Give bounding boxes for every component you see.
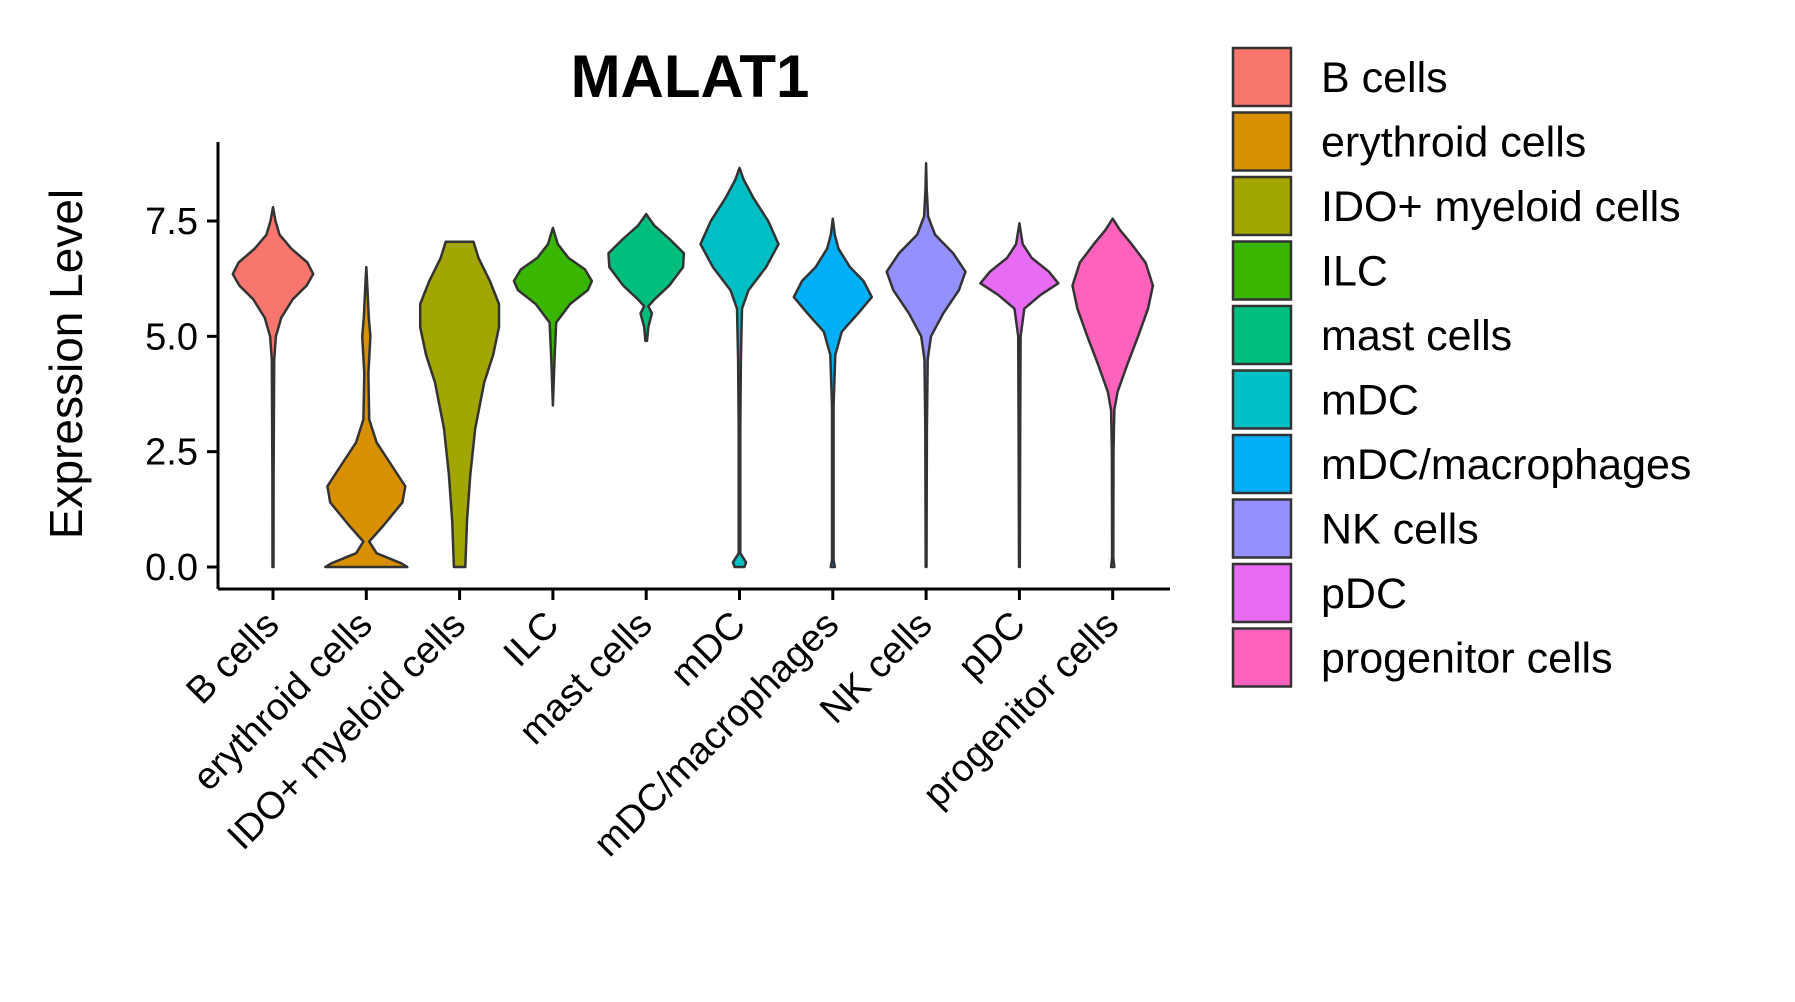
violin-pdc — [979, 222, 1060, 569]
violin-ido-myeloid-cells — [418, 240, 501, 569]
violin-b-cells — [231, 205, 315, 569]
legend-label: mDC — [1321, 377, 1419, 425]
legend-label: pDC — [1321, 570, 1407, 618]
violin-mdc-macrophages — [792, 217, 874, 569]
legend-label: mDC/macrophages — [1321, 441, 1691, 489]
y-axis-label: Expression Level — [40, 189, 92, 539]
legend-swatch — [1231, 240, 1293, 301]
legend-swatch — [1231, 433, 1293, 495]
y-tick-label: 2.5 — [145, 432, 198, 474]
legend-swatch — [1231, 369, 1293, 430]
legend-swatch — [1231, 111, 1293, 172]
violin-group — [231, 162, 1155, 569]
x-tick-label: pDC — [950, 604, 1033, 687]
legend-swatch — [1231, 304, 1293, 366]
legend-label: B cells — [1321, 54, 1448, 102]
violin-nk-cells — [885, 162, 967, 569]
y-tick-label: 7.5 — [145, 201, 198, 243]
legend-swatch — [1231, 562, 1293, 624]
legend-label: NK cells — [1321, 506, 1479, 554]
legend-swatch — [1231, 46, 1293, 108]
y-tick-label: 5.0 — [145, 316, 198, 358]
legend: B cells erythroid cells IDO+ myeloid cells… — [1231, 46, 1691, 688]
legend-swatch — [1231, 498, 1293, 559]
legend-label: ILC — [1321, 248, 1388, 296]
legend-label: erythroid cells — [1321, 119, 1586, 167]
legend-swatch — [1231, 175, 1293, 237]
violin-erythroid-cells — [324, 265, 409, 569]
y-tick-label: 0.0 — [145, 547, 198, 589]
chart-title: MALAT1 — [571, 43, 810, 110]
violin-mdc — [699, 166, 780, 569]
violin-ilc — [512, 226, 594, 407]
legend-swatch — [1231, 627, 1293, 688]
x-tick-label: ILC — [496, 604, 568, 676]
legend-label: IDO+ myeloid cells — [1321, 183, 1681, 231]
violin-mast-cells — [607, 212, 686, 343]
violin-progenitor-cells — [1071, 217, 1155, 569]
legend-label: progenitor cells — [1321, 635, 1613, 683]
legend-label: mast cells — [1321, 312, 1512, 360]
